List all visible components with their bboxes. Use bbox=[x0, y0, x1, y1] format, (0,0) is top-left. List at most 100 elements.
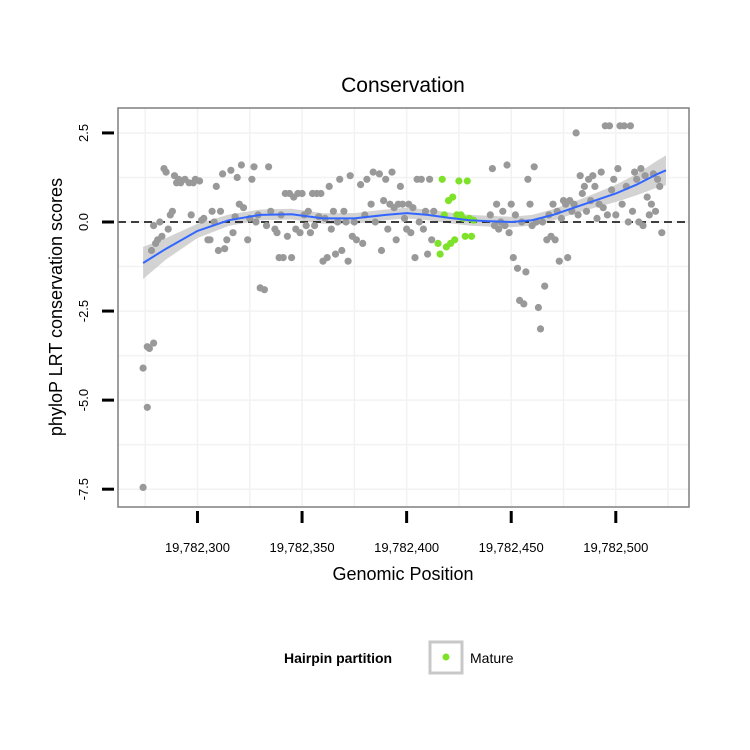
other-point bbox=[503, 161, 511, 169]
other-point bbox=[549, 200, 557, 208]
other-point bbox=[520, 300, 528, 308]
other-point bbox=[392, 236, 400, 244]
other-point bbox=[603, 211, 612, 219]
mature-point bbox=[449, 193, 457, 201]
other-point bbox=[162, 168, 170, 176]
other-point bbox=[610, 175, 618, 183]
smooth-curve-layer bbox=[142, 169, 667, 264]
other-point bbox=[656, 182, 664, 190]
other-point bbox=[279, 254, 287, 262]
other-point bbox=[262, 222, 271, 230]
other-point bbox=[311, 222, 319, 230]
other-point bbox=[145, 344, 153, 353]
other-point bbox=[645, 211, 653, 219]
other-point bbox=[415, 218, 423, 226]
other-point bbox=[620, 122, 628, 130]
other-point bbox=[302, 222, 310, 230]
x-tick-label: 19,782,300 bbox=[165, 540, 230, 555]
other-point bbox=[288, 254, 296, 262]
other-point bbox=[396, 182, 404, 190]
other-point bbox=[227, 166, 235, 174]
other-point bbox=[187, 211, 195, 219]
other-point bbox=[626, 122, 635, 130]
mature-point bbox=[467, 232, 476, 240]
legend-key-mature bbox=[442, 653, 450, 661]
other-point bbox=[428, 236, 436, 244]
other-point bbox=[200, 214, 208, 222]
other-point bbox=[499, 207, 507, 215]
other-point bbox=[327, 225, 335, 233]
other-point bbox=[658, 229, 666, 237]
plot-panel-border bbox=[117, 107, 690, 508]
other-point bbox=[265, 163, 273, 171]
other-point bbox=[488, 165, 496, 173]
other-point bbox=[505, 229, 513, 237]
other-point bbox=[156, 218, 164, 226]
other-point bbox=[214, 246, 222, 255]
other-point bbox=[536, 325, 545, 333]
other-point bbox=[651, 207, 660, 215]
other-point bbox=[631, 168, 639, 176]
other-point bbox=[239, 204, 248, 212]
other-point bbox=[388, 168, 396, 176]
other-point bbox=[580, 182, 589, 190]
other-point bbox=[233, 173, 241, 182]
y-axis: -7.5 -5.0 -2.5 0.0 2.5 bbox=[76, 124, 114, 500]
y-tick-label: -7.5 bbox=[76, 478, 91, 500]
y-axis-title: phyloP LRT conservation scores bbox=[46, 178, 66, 436]
other-point bbox=[371, 218, 379, 226]
legend-key-box bbox=[428, 640, 464, 675]
other-point bbox=[252, 218, 260, 226]
other-point bbox=[578, 189, 586, 198]
other-point bbox=[419, 225, 427, 233]
other-point bbox=[357, 181, 365, 189]
other-point bbox=[219, 170, 227, 178]
other-points bbox=[139, 122, 666, 491]
legend-label-mature: Mature bbox=[470, 650, 514, 666]
other-point bbox=[633, 175, 641, 183]
mature-point bbox=[463, 177, 471, 185]
other-point bbox=[342, 218, 350, 226]
plot-panel bbox=[118, 108, 689, 507]
other-point bbox=[618, 200, 626, 208]
other-point bbox=[593, 214, 601, 222]
other-point bbox=[628, 207, 637, 215]
other-point bbox=[417, 175, 425, 183]
grid-lines bbox=[118, 108, 689, 507]
other-point bbox=[147, 246, 156, 255]
other-point bbox=[344, 257, 352, 265]
other-point bbox=[359, 239, 367, 247]
other-point bbox=[350, 218, 358, 226]
other-point bbox=[304, 207, 312, 215]
other-point bbox=[340, 207, 348, 215]
other-point bbox=[637, 165, 645, 173]
other-point bbox=[557, 214, 566, 222]
other-point bbox=[582, 207, 591, 215]
other-point bbox=[382, 175, 390, 183]
other-point bbox=[334, 218, 342, 226]
y-tick-label: -2.5 bbox=[76, 300, 91, 322]
other-point bbox=[260, 286, 268, 294]
other-point bbox=[564, 254, 572, 262]
other-point bbox=[486, 211, 494, 219]
other-point bbox=[407, 229, 415, 237]
other-point bbox=[221, 245, 229, 253]
smooth-curve bbox=[142, 169, 667, 264]
other-point bbox=[534, 303, 543, 312]
other-point bbox=[574, 211, 582, 219]
other-point bbox=[352, 236, 360, 244]
other-point bbox=[411, 254, 419, 262]
other-point bbox=[421, 207, 430, 215]
other-point bbox=[317, 189, 325, 198]
other-point bbox=[643, 193, 651, 201]
legend: Hairpin partition Mature bbox=[284, 640, 514, 675]
other-point bbox=[208, 207, 216, 215]
other-point bbox=[164, 225, 172, 233]
chart-title: Conservation bbox=[341, 74, 465, 97]
other-point bbox=[283, 232, 291, 240]
other-point bbox=[513, 264, 522, 272]
other-point bbox=[296, 229, 304, 237]
x-tick-label: 19,782,400 bbox=[374, 540, 439, 555]
other-point bbox=[329, 207, 337, 215]
other-point bbox=[530, 163, 538, 171]
